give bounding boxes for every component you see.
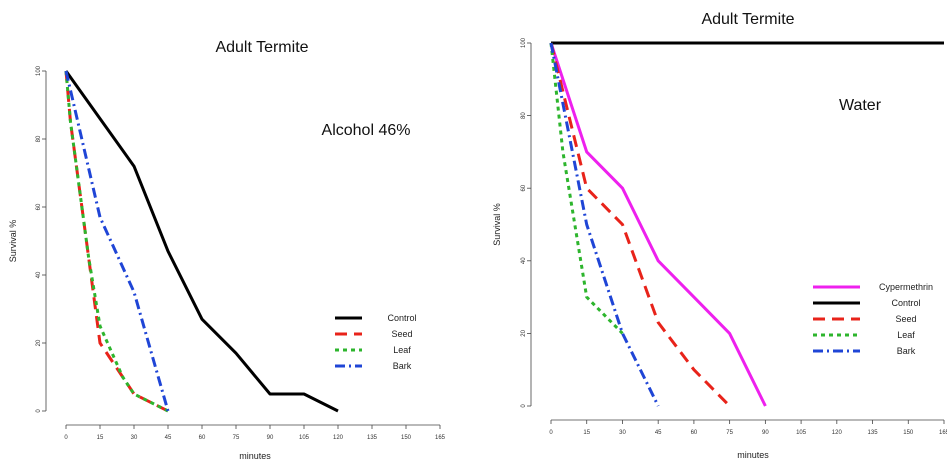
legend-label-seed: Seed bbox=[391, 329, 412, 339]
y-tick-label: 60 bbox=[36, 203, 42, 210]
x-tick-label: 45 bbox=[165, 435, 172, 441]
x-tick-label: 135 bbox=[367, 435, 378, 441]
x-axis-label: minutes bbox=[239, 451, 271, 461]
chart-panel-2: 0 15 30 45 60 75 90 105 120 135 150 165 0 20 40 60 80 100… bbox=[492, 11, 947, 460]
y-axis-label: Survival % bbox=[8, 220, 18, 263]
legend-label-cypermethrin: Cypermethrin bbox=[879, 282, 933, 292]
y-tick-label: 0 bbox=[36, 409, 42, 413]
chart-panel-1: 0 15 30 45 60 75 90 105 120 135 150 165 0 20 40 60 80 100… bbox=[8, 39, 446, 461]
y-tick-label: 100 bbox=[521, 37, 527, 48]
x-tick-label: 120 bbox=[832, 430, 843, 436]
legend-label-control: Control bbox=[891, 298, 920, 308]
x-tick-label: 75 bbox=[233, 435, 240, 441]
y-tick-label: 100 bbox=[36, 65, 42, 76]
y-tick-label: 80 bbox=[36, 135, 42, 142]
x-tick-label: 15 bbox=[97, 435, 104, 441]
x-tick-label: 105 bbox=[299, 435, 310, 441]
x-tick-label: 90 bbox=[267, 435, 274, 441]
y-tick-label: 80 bbox=[521, 112, 527, 119]
x-axis-label: minutes bbox=[737, 450, 769, 460]
chart-annotation: Water bbox=[839, 97, 882, 114]
series-line-seed bbox=[549, 42, 731, 408]
series-line-leaf bbox=[549, 42, 624, 335]
chart-title: Adult Termite bbox=[701, 11, 794, 28]
x-tick-label: 60 bbox=[691, 430, 698, 436]
x-tick-label: 30 bbox=[619, 430, 626, 436]
x-tick-label: 0 bbox=[549, 430, 553, 436]
y-tick-label: 20 bbox=[521, 329, 527, 336]
legend-label-leaf: Leaf bbox=[897, 330, 915, 340]
x-tick-label: 75 bbox=[726, 430, 733, 436]
y-tick-label: 40 bbox=[36, 271, 42, 278]
series-line-leaf bbox=[64, 70, 169, 413]
legend: Cypermethrin Control Seed Leaf Bark bbox=[813, 282, 933, 356]
x-tick-label: 165 bbox=[435, 435, 446, 441]
legend-label-leaf: Leaf bbox=[393, 345, 411, 355]
x-tick-label: 135 bbox=[868, 430, 879, 436]
legend-label-bark: Bark bbox=[897, 346, 916, 356]
legend-label-seed: Seed bbox=[895, 314, 916, 324]
x-tick-label: 150 bbox=[903, 430, 914, 436]
y-tick-label: 20 bbox=[36, 339, 42, 346]
x-tick-label: 150 bbox=[401, 435, 412, 441]
y-tick-label: 0 bbox=[521, 404, 527, 408]
x-tick-label: 90 bbox=[762, 430, 769, 436]
x-tick-label: 15 bbox=[583, 430, 590, 436]
chart-annotation: Alcohol 46% bbox=[322, 122, 411, 139]
series-line-bark bbox=[64, 70, 170, 412]
chart-title: Adult Termite bbox=[215, 39, 308, 56]
x-tick-label: 165 bbox=[939, 430, 947, 436]
legend-label-bark: Bark bbox=[393, 361, 412, 371]
y-axis-label: Survival % bbox=[492, 203, 502, 246]
series-line-cypermethrin bbox=[549, 42, 767, 407]
series-line-control bbox=[64, 70, 339, 413]
series-line-bark bbox=[549, 42, 660, 407]
legend-label-control: Control bbox=[387, 313, 416, 323]
x-tick-label: 120 bbox=[333, 435, 344, 441]
series-line-seed bbox=[64, 70, 169, 413]
y-tick-label: 60 bbox=[521, 184, 527, 191]
x-tick-label: 0 bbox=[64, 435, 68, 441]
x-tick-label: 45 bbox=[655, 430, 662, 436]
x-tick-label: 30 bbox=[131, 435, 138, 441]
legend: Control Seed Leaf Bark bbox=[335, 313, 417, 371]
x-tick-label: 105 bbox=[796, 430, 807, 436]
x-tick-label: 60 bbox=[199, 435, 206, 441]
y-tick-label: 40 bbox=[521, 257, 527, 264]
